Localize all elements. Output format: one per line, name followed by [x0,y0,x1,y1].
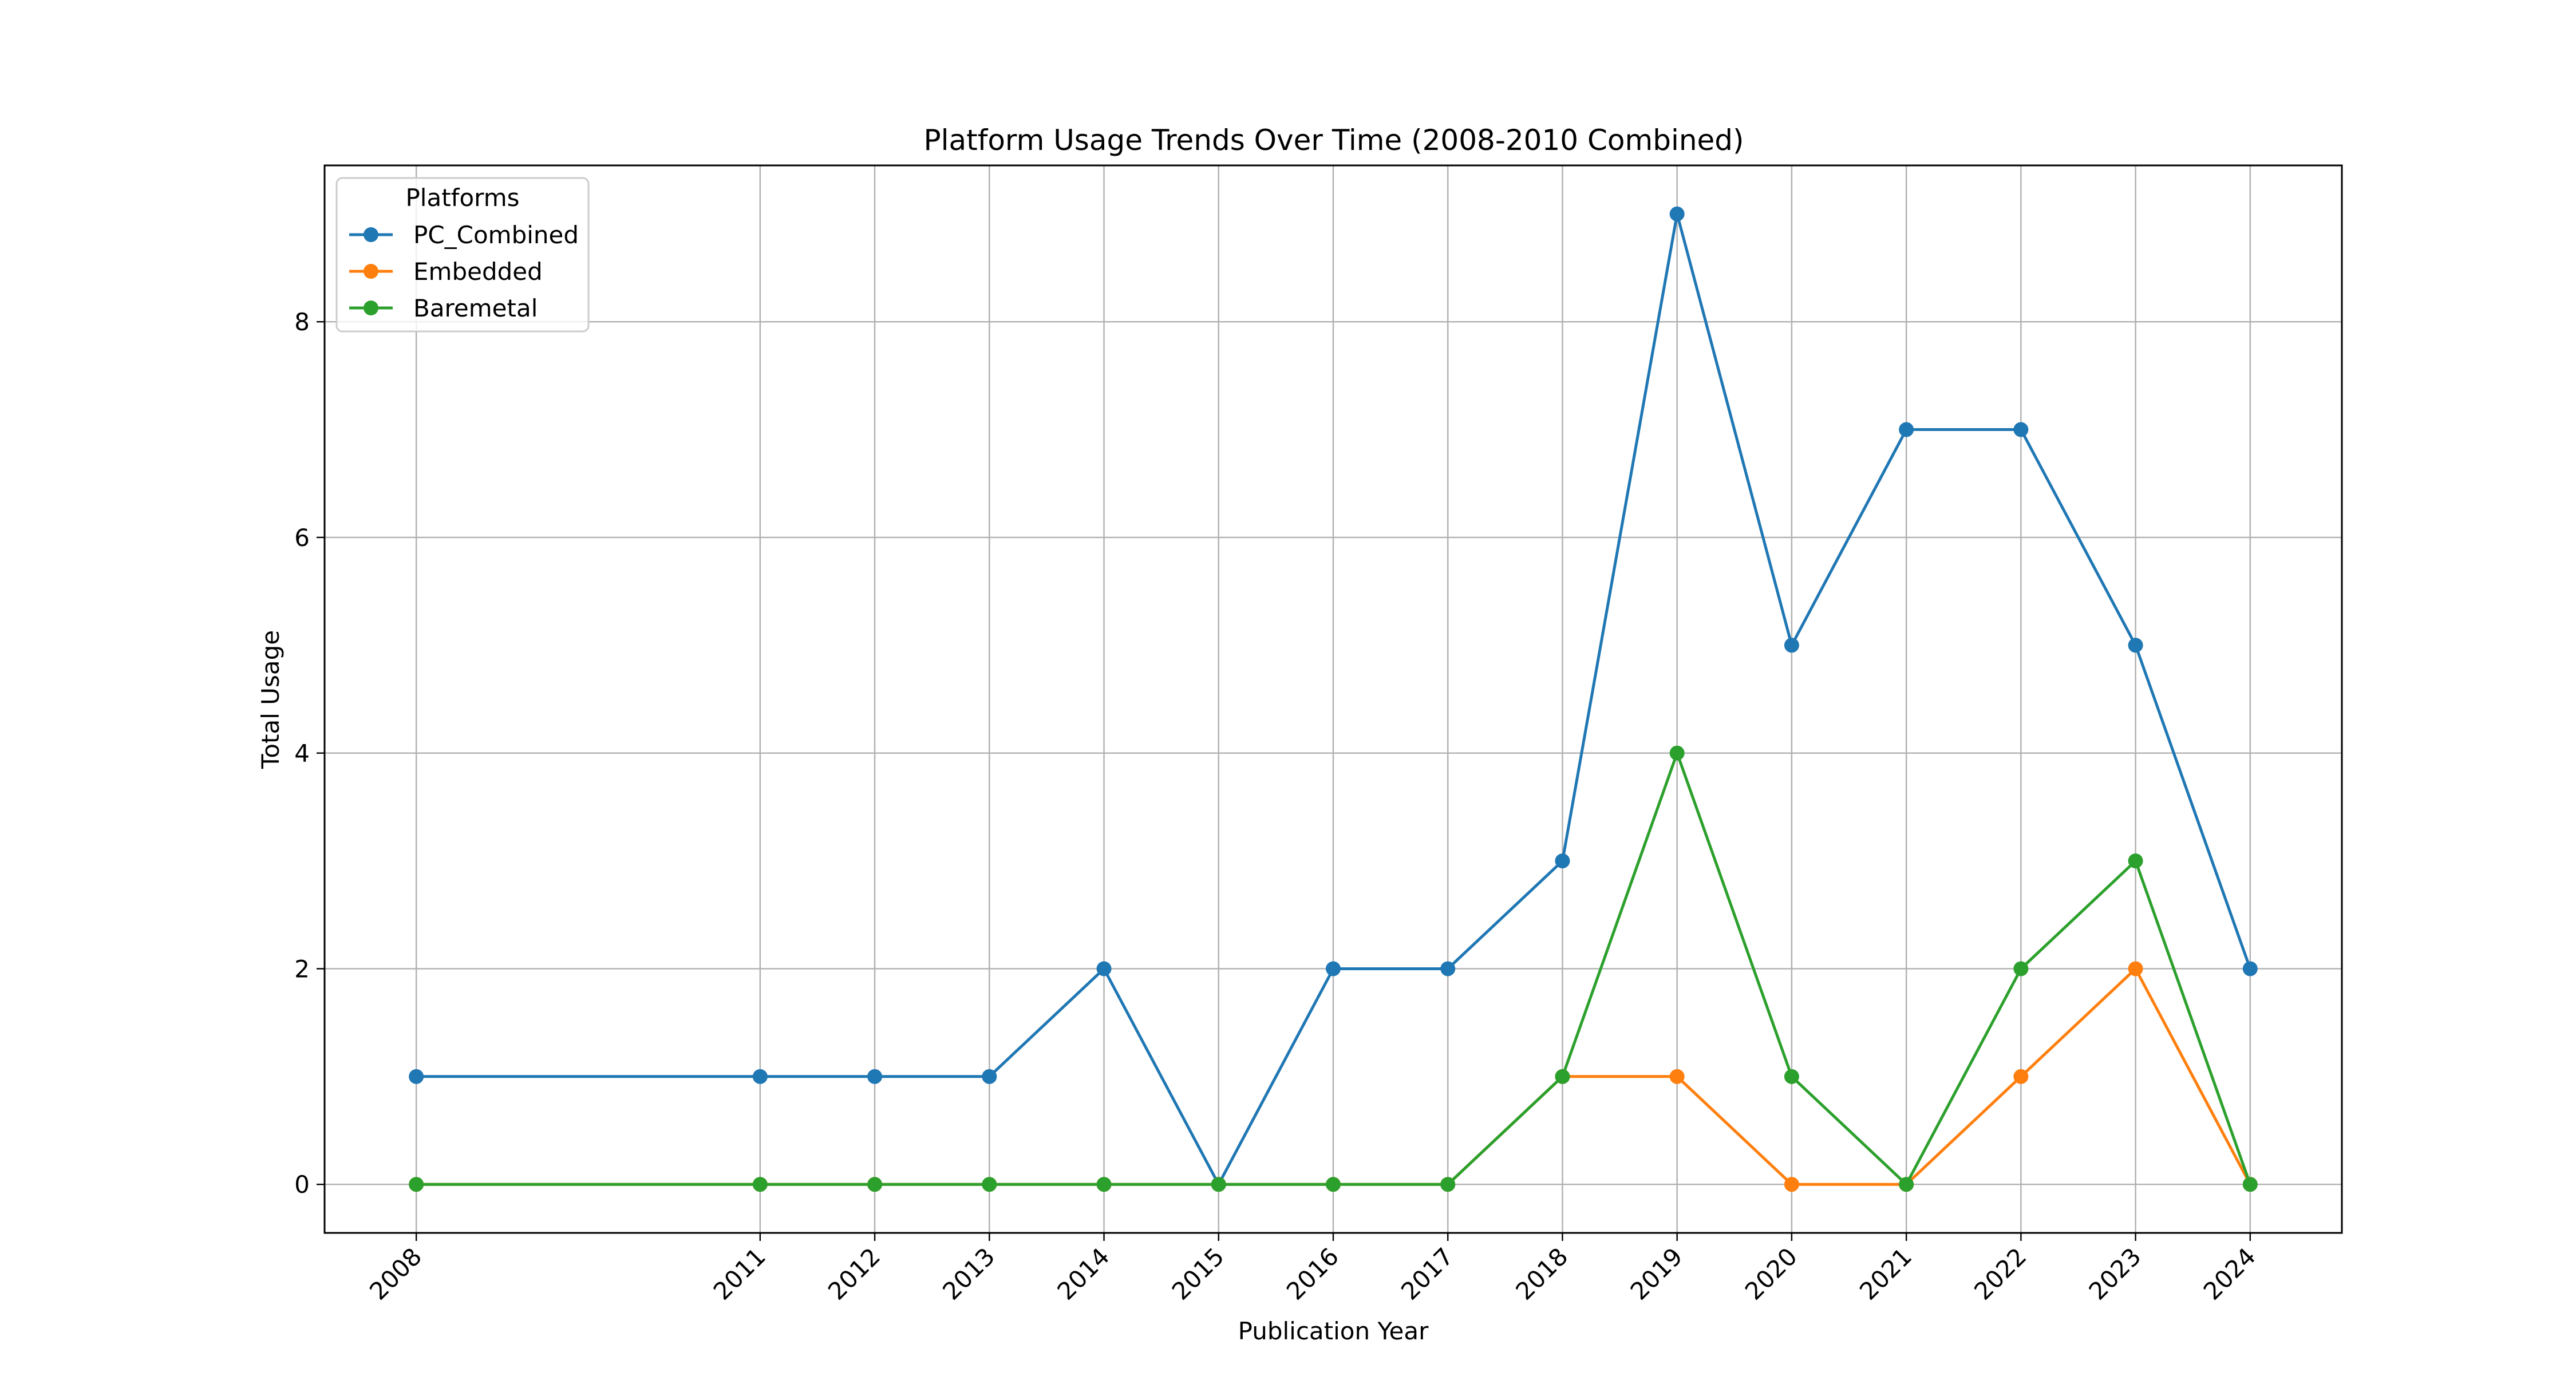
data-point [2013,1069,2029,1084]
data-point [1899,1177,1914,1192]
data-point [2242,1177,2258,1192]
data-point [982,1177,997,1192]
series-pc-combined [409,206,2258,1192]
legend-entry: PC_Combined [349,221,579,249]
x-tick-label: 2013 [937,1242,1000,1305]
data-point [409,1069,424,1084]
data-point [409,1177,424,1192]
data-point [2128,961,2143,976]
data-point [2013,422,2029,437]
data-point [1096,961,1112,976]
legend-entry: Baremetal [349,294,538,322]
x-tick-label: 2022 [1969,1242,2032,1305]
x-tick-label: 2024 [2198,1242,2261,1305]
data-point [1096,1177,1112,1192]
data-point [1555,1069,1570,1084]
x-tick-label: 2016 [1281,1242,1344,1305]
data-point [2128,638,2143,653]
y-tick-label: 6 [294,524,310,552]
data-point [1784,638,1799,653]
data-point [1211,1177,1226,1192]
x-tick-label: 2019 [1625,1242,1688,1305]
data-point [867,1177,883,1192]
x-tick-label: 2012 [823,1242,886,1305]
y-axis-label: Total Usage [256,630,285,769]
y-tick-label: 8 [294,308,310,336]
data-point [1669,745,1685,761]
legend-label: Baremetal [413,294,538,322]
x-tick-label: 2015 [1167,1242,1230,1305]
y-ticks: 0 2 4 6 8 [294,308,325,1199]
data-point [867,1069,883,1084]
x-tick-label: 2017 [1396,1242,1459,1305]
data-point [982,1069,997,1084]
y-tick-label: 2 [294,955,310,983]
data-point [1784,1177,1799,1192]
data-point [1326,1177,1341,1192]
legend-label: PC_Combined [413,221,579,249]
data-point [1326,961,1341,976]
legend-box [335,177,590,333]
data-point [1669,206,1685,222]
series-layer [409,206,2258,1192]
legend-marker [364,227,378,242]
x-tick-label: 2021 [1854,1242,1917,1305]
data-point [2013,961,2029,976]
x-tick-label: 2008 [364,1242,427,1305]
y-tick-label: 0 [294,1171,310,1199]
x-tick-label: 2018 [1510,1242,1573,1305]
data-point [1555,853,1570,869]
data-point [1440,1177,1456,1192]
data-point [752,1177,768,1192]
series-baremetal [409,745,2258,1192]
x-tick-label: 2020 [1740,1242,1803,1305]
data-point [1899,422,1914,437]
x-tick-label: 2014 [1052,1242,1115,1305]
x-tick-label: 2011 [708,1242,771,1305]
legend-entry: Embedded [349,258,543,286]
x-axis-label: Publication Year [1238,1317,1429,1345]
x-tick-label: 2023 [2083,1242,2146,1305]
legend-marker [364,300,378,315]
x-ticks: 2008 2011 2012 2013 2014 2015 2016 2017 2018 2019… [364,1233,2261,1306]
legend-label: Embedded [413,258,543,286]
legend-entries: PC_Combined Embedded Baremetal [349,221,579,322]
grid-layer [325,165,2342,1233]
y-tick-label: 4 [294,740,310,768]
data-point [2242,961,2258,976]
legend: Platforms PC_Combined Embedded Baremetal [335,177,590,333]
legend-marker [364,264,378,279]
data-point [752,1069,768,1084]
data-point [1440,961,1456,976]
legend-title: Platforms [405,184,519,212]
data-point [2128,853,2143,869]
data-point [1669,1069,1685,1084]
chart-title: Platform Usage Trends Over Time (2008-20… [923,124,1744,157]
data-point [1784,1069,1799,1084]
